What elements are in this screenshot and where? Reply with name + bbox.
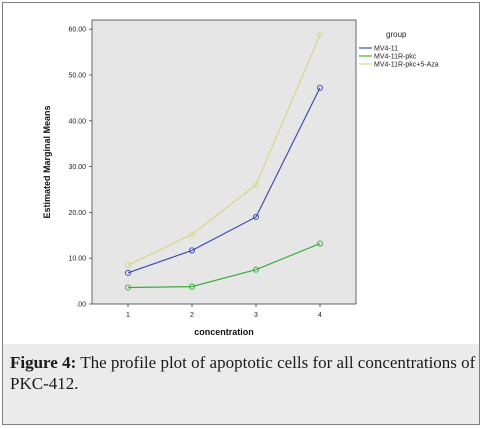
y-axis-title: Estimated Marginal Means — [42, 105, 52, 218]
y-tick-label: 40.00 — [68, 118, 86, 125]
x-tick-label: 2 — [190, 312, 194, 319]
y-tick-label: 10.00 — [68, 256, 86, 263]
data-point — [316, 84, 324, 91]
data-point — [252, 181, 260, 188]
data-point — [124, 262, 132, 269]
series-line — [127, 87, 321, 274]
x-tick-label: 4 — [318, 312, 322, 319]
data-point — [252, 266, 260, 273]
series-2 — [124, 240, 324, 291]
legend-label: MV4-11R-pkc — [374, 54, 417, 61]
legend-label: MV4-11R-pkc+5-Aza — [374, 62, 439, 69]
y-tick-label: 30.00 — [68, 164, 86, 171]
plot-area — [91, 19, 357, 305]
data-point — [252, 213, 260, 221]
data-point — [316, 32, 324, 39]
caption-background — [3, 344, 479, 424]
y-tick-label: 50.00 — [68, 72, 86, 79]
data-point — [188, 247, 196, 254]
y-axis: .00 10.00 20.00 30.00 40.00 50.00 60.00 — [68, 27, 92, 309]
legend-label: MV4-11 — [374, 46, 398, 53]
series-3 — [124, 32, 324, 269]
profile-plot-chart: .00 10.00 20.00 30.00 40.00 50.00 60.00 1 2 3 4 c… — [42, 19, 439, 337]
data-point — [188, 231, 196, 238]
x-tick-label: 3 — [254, 312, 258, 319]
series-layer — [124, 32, 324, 291]
data-point — [124, 284, 132, 291]
data-point — [316, 240, 324, 247]
y-tick-label: 20.00 — [68, 210, 86, 217]
x-axis-title: concentration — [194, 327, 254, 337]
data-point — [188, 283, 196, 290]
figure-caption: Figure 4: The profile plot of apoptotic … — [10, 352, 476, 394]
series-line — [127, 34, 321, 266]
series-line — [127, 242, 321, 289]
legend-title: group — [386, 30, 407, 39]
series-1 — [124, 84, 324, 276]
x-tick-label: 1 — [126, 312, 130, 319]
y-tick-label: 60.00 — [68, 27, 86, 34]
caption-text: The profile plot of apoptotic cells for … — [10, 353, 476, 393]
figure-label: Figure 4: — [10, 353, 77, 372]
y-tick-label: .00 — [76, 302, 86, 309]
x-axis: 1 2 3 4 — [126, 304, 322, 319]
data-point — [124, 269, 132, 276]
